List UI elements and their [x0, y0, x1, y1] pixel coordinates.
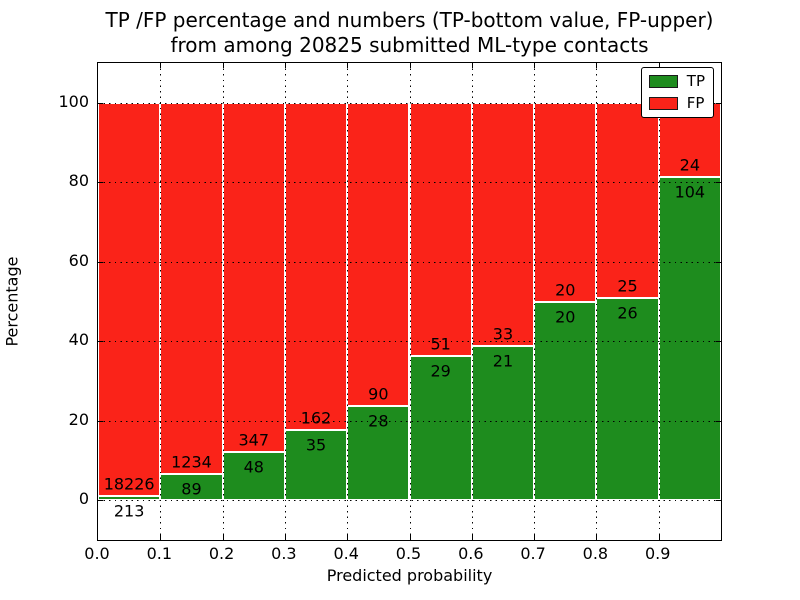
x-tick-label: 0.9	[644, 544, 671, 563]
fp-color-swatch	[648, 97, 678, 110]
bar-segment-tp	[347, 405, 410, 501]
bar-segment-tp	[471, 345, 535, 501]
plot-area: 18226 213 1234 89 347 48 162 35 90 28 51 29 33 21 20 20…	[97, 62, 722, 541]
y-tick-label: 60	[68, 250, 89, 270]
legend-label-tp: TP	[686, 72, 705, 90]
bar-segment-fp	[222, 102, 285, 452]
bar-segment-tp	[160, 473, 223, 501]
bar-segment-tp	[284, 429, 348, 501]
y-tick-label: 40	[68, 330, 89, 350]
bar-segment-fp	[471, 102, 535, 346]
bar-segment-fp	[284, 102, 348, 430]
bar-segment-tp	[409, 356, 472, 501]
chart-title-line1: TP /FP percentage and numbers (TP-bottom…	[105, 8, 714, 32]
x-tick-label: 0.3	[271, 544, 297, 563]
chart-title: TP /FP percentage and numbers (TP-bottom…	[97, 8, 722, 58]
legend-item-tp: TP	[648, 72, 705, 90]
x-axis-label: Predicted probability	[326, 566, 493, 585]
y-tick-label: 80	[68, 171, 89, 191]
bar-segment-tp	[222, 451, 285, 501]
bar-segment-tp	[534, 301, 597, 501]
bar-segment-fp	[409, 102, 472, 357]
bar-segment-fp	[347, 102, 410, 406]
y-axis-label: Percentage	[2, 256, 22, 347]
legend-label-fp: FP	[686, 94, 705, 112]
bar-segment-fp	[534, 102, 597, 302]
x-tick-label: 0.8	[582, 544, 609, 563]
bar-segment-tp	[98, 495, 161, 501]
bars-layer	[98, 63, 721, 540]
y-tick-label: 100	[58, 91, 89, 111]
x-tick-label: 0.4	[333, 544, 359, 563]
bar-segment-fp	[98, 102, 161, 496]
legend: TP FP	[640, 67, 714, 118]
x-tick-label: 0.6	[458, 544, 484, 563]
x-tick-label: 0.0	[84, 544, 110, 563]
x-tick-label: 0.2	[208, 544, 235, 563]
bar-segment-tp	[596, 297, 659, 501]
x-tick-label: 0.7	[520, 544, 546, 563]
legend-item-fp: FP	[648, 94, 705, 112]
y-tick-label: 20	[68, 409, 89, 429]
y-tick-label: 0	[78, 489, 89, 509]
bar-segment-tp	[658, 177, 721, 501]
tp-color-swatch	[648, 75, 678, 88]
chart-title-line2: from among 20825 submitted ML-type conta…	[170, 33, 649, 57]
bar-segment-fp	[160, 102, 223, 474]
x-tick-label: 0.1	[146, 544, 173, 563]
bar-segment-fp	[596, 102, 659, 298]
x-tick-label: 0.5	[395, 544, 422, 563]
